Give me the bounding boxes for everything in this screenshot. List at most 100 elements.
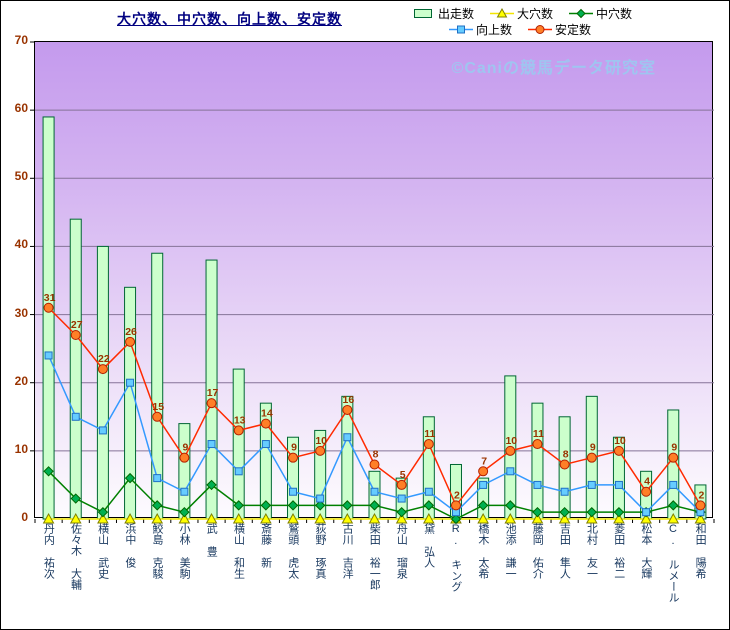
x-axis-label-text: 小林 美駒 [178, 523, 191, 579]
y-axis-tick-label: 30 [14, 305, 28, 320]
svg-text:10: 10 [315, 435, 327, 447]
legend-label: 向上数 [476, 22, 513, 37]
x-axis-label-text: 佐々木 大輔 [69, 523, 82, 590]
triangle-marker-icon [490, 7, 515, 17]
x-axis-label: 黛 弘人 [414, 523, 441, 627]
legend: 出走数 大穴数 中穴数向上数 安定数 [411, 5, 632, 37]
legend-row: 出走数 大穴数 中穴数 [411, 5, 632, 21]
y-axis-tick-label: 50 [14, 169, 28, 184]
y-axis-tick-label: 70 [14, 33, 28, 47]
plot-area: 31 27 22 26 15 9 17 13 14 9 10 16 8 5 11 2 7 10 11 8 9 10 4 9 2 … [30, 41, 715, 525]
x-axis-label-text: 池添 謙一 [504, 523, 517, 579]
x-axis-label: 佐々木 大輔 [61, 523, 88, 627]
x-axis-label: 横山 武史 [88, 523, 115, 627]
legend-item-diamond: 中穴数 [569, 5, 632, 22]
x-axis-label: 柴田 裕一郎 [360, 523, 387, 627]
svg-text:10: 10 [614, 435, 626, 447]
y-axis-tick-label: 20 [14, 373, 28, 388]
svg-text:11: 11 [533, 428, 544, 440]
line-series-circle [43, 302, 706, 511]
line-series-square [44, 351, 705, 517]
x-axis-label-text: R. キング [449, 523, 462, 592]
bar-marker-icon [414, 8, 432, 18]
x-axis-label: C. ルメール [659, 523, 686, 627]
svg-text:9: 9 [291, 442, 297, 454]
y-axis-tick-label: 0 [21, 510, 28, 524]
x-axis-label: 丹内 祐次 [34, 523, 61, 627]
x-axis-label-text: 横山 武史 [96, 523, 109, 579]
svg-text:9: 9 [590, 442, 596, 454]
line-series-triangle [42, 512, 707, 524]
x-axis-label: 斎藤 新 [251, 523, 278, 627]
svg-text:16: 16 [342, 394, 354, 406]
x-axis-label-text: 北村 友一 [585, 523, 598, 579]
diamond-marker-icon [569, 8, 594, 18]
legend-label: 中穴数 [596, 6, 633, 21]
legend-row: 向上数 安定数 [449, 21, 632, 37]
svg-text:27: 27 [71, 319, 83, 331]
watermark: ©Caniの競馬データ研究室 [451, 60, 656, 77]
x-axis-label-text: 菱田 裕二 [612, 523, 625, 579]
svg-text:31: 31 [44, 292, 56, 304]
svg-text:13: 13 [234, 414, 246, 426]
x-axis-label: 池添 謙一 [496, 523, 523, 627]
x-axis-label-text: 荻野 琢真 [313, 523, 326, 579]
svg-text:26: 26 [125, 326, 137, 338]
x-axis-label-text: 武 豊 [205, 523, 218, 557]
svg-text:9: 9 [182, 442, 188, 454]
legend-item-bar: 出走数 [411, 5, 474, 22]
y-axis-tick-label: 40 [14, 237, 28, 252]
x-axis-label-text: 浜中 俊 [123, 523, 136, 568]
svg-text:5: 5 [400, 469, 406, 481]
x-axis-label: 鮫島 克駿 [143, 523, 170, 627]
legend-label: 安定数 [555, 22, 592, 37]
svg-text:15: 15 [152, 401, 164, 413]
svg-text:7: 7 [481, 455, 487, 467]
svg-text:4: 4 [644, 476, 650, 488]
y-axis-labels: 0 10 20 30 40 50 60 70 [1, 1, 30, 629]
legend-label: 出走数 [438, 6, 475, 21]
legend-item-triangle: 大穴数 [490, 5, 553, 22]
x-axis-label-text: 古川 吉洋 [341, 523, 354, 579]
x-axis-label-text: C. ルメール [667, 523, 680, 603]
x-axis-label-text: 斎藤 新 [259, 523, 272, 568]
x-axis-label-text: 藤岡 佑介 [531, 523, 544, 579]
x-axis-label: 藤岡 佑介 [523, 523, 550, 627]
y-axis-tick-label: 10 [14, 441, 28, 456]
x-axis-label: 和田 陽希 [686, 523, 713, 627]
x-axis-label: 横山 和生 [224, 523, 251, 627]
svg-text:9: 9 [671, 442, 677, 454]
x-axis-label-text: 橋木 太希 [476, 523, 489, 579]
x-axis-label: 松本 大輝 [632, 523, 659, 627]
x-axis-label-text: 横山 和生 [232, 523, 245, 579]
svg-text:8: 8 [373, 448, 379, 460]
svg-text:2: 2 [454, 489, 460, 501]
x-axis-label-text: 和田 陽希 [694, 523, 707, 579]
x-axis-label-text: 吉田 隼人 [558, 523, 571, 579]
square-marker-icon [449, 25, 473, 33]
x-axis-label: 鷲頭 虎太 [278, 523, 305, 627]
circle-marker-icon [528, 24, 553, 34]
x-axis-label: 武 豊 [197, 523, 224, 627]
svg-text:10: 10 [505, 435, 517, 447]
x-axis-label: 吉田 隼人 [550, 523, 577, 627]
legend-item-circle: 安定数 [528, 21, 591, 38]
x-axis-label: 浜中 俊 [115, 523, 142, 627]
x-axis-label-text: 柴田 裕一郎 [368, 523, 381, 590]
x-axis-label: 小林 美駒 [170, 523, 197, 627]
x-axis-label-text: 黛 弘人 [422, 523, 435, 568]
x-axis-label-text: 鷲頭 虎太 [286, 523, 299, 579]
x-axis-label-text: 鮫島 克駿 [150, 523, 163, 579]
svg-text:14: 14 [261, 408, 273, 420]
y-axis-tick-label: 60 [14, 101, 28, 116]
legend-item-square: 向上数 [449, 21, 512, 38]
x-axis-label: 北村 友一 [577, 523, 604, 627]
x-axis-label: R. キング [441, 523, 468, 627]
svg-text:22: 22 [98, 353, 110, 365]
x-axis-label-text: 丹内 祐次 [42, 523, 55, 579]
x-axis-label-text: 舟山 瑠泉 [395, 523, 408, 579]
svg-text:8: 8 [563, 448, 569, 460]
